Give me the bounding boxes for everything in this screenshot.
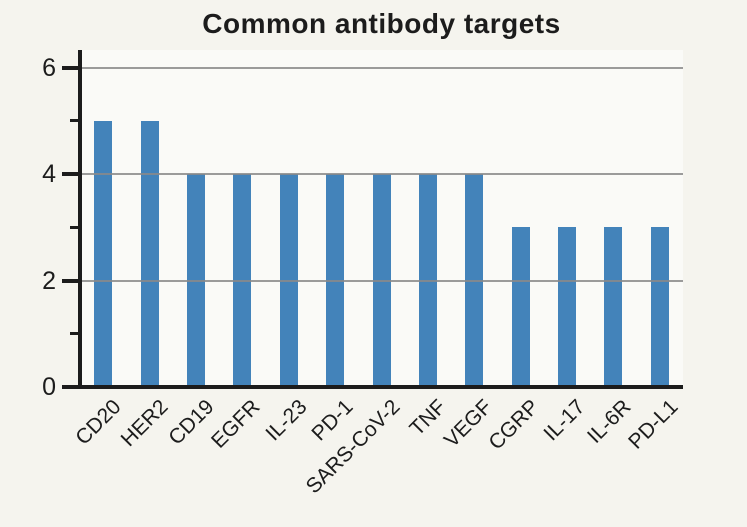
y-tick-label-2: 2 xyxy=(42,266,56,295)
bar-CD20 xyxy=(94,120,113,387)
bar-IL-17 xyxy=(558,227,577,387)
gridline-y4 xyxy=(80,173,683,176)
bar-IL-6R xyxy=(604,227,623,387)
bar-CGRP xyxy=(511,227,530,387)
y-axis-line xyxy=(78,50,82,389)
y-tick-label-4: 4 xyxy=(42,160,56,189)
plot-area xyxy=(62,50,683,389)
bar-PD-L1 xyxy=(650,227,669,387)
y-minor-tick-1 xyxy=(70,332,80,336)
y-minor-tick-5 xyxy=(70,119,80,123)
y-major-tick-4 xyxy=(62,172,80,177)
y-major-tick-2 xyxy=(62,278,80,283)
gridline-y6 xyxy=(80,66,683,69)
y-tick-label-0: 0 xyxy=(42,373,56,401)
y-minor-tick-3 xyxy=(70,225,80,229)
y-major-tick-0 xyxy=(62,385,80,389)
gridline-y2 xyxy=(80,279,683,282)
y-major-tick-6 xyxy=(62,65,80,70)
bar-HER2 xyxy=(140,120,159,387)
chart-title: Common antibody targets xyxy=(202,8,561,39)
y-tick-label-6: 6 xyxy=(42,53,56,82)
x-axis-line xyxy=(62,385,683,389)
